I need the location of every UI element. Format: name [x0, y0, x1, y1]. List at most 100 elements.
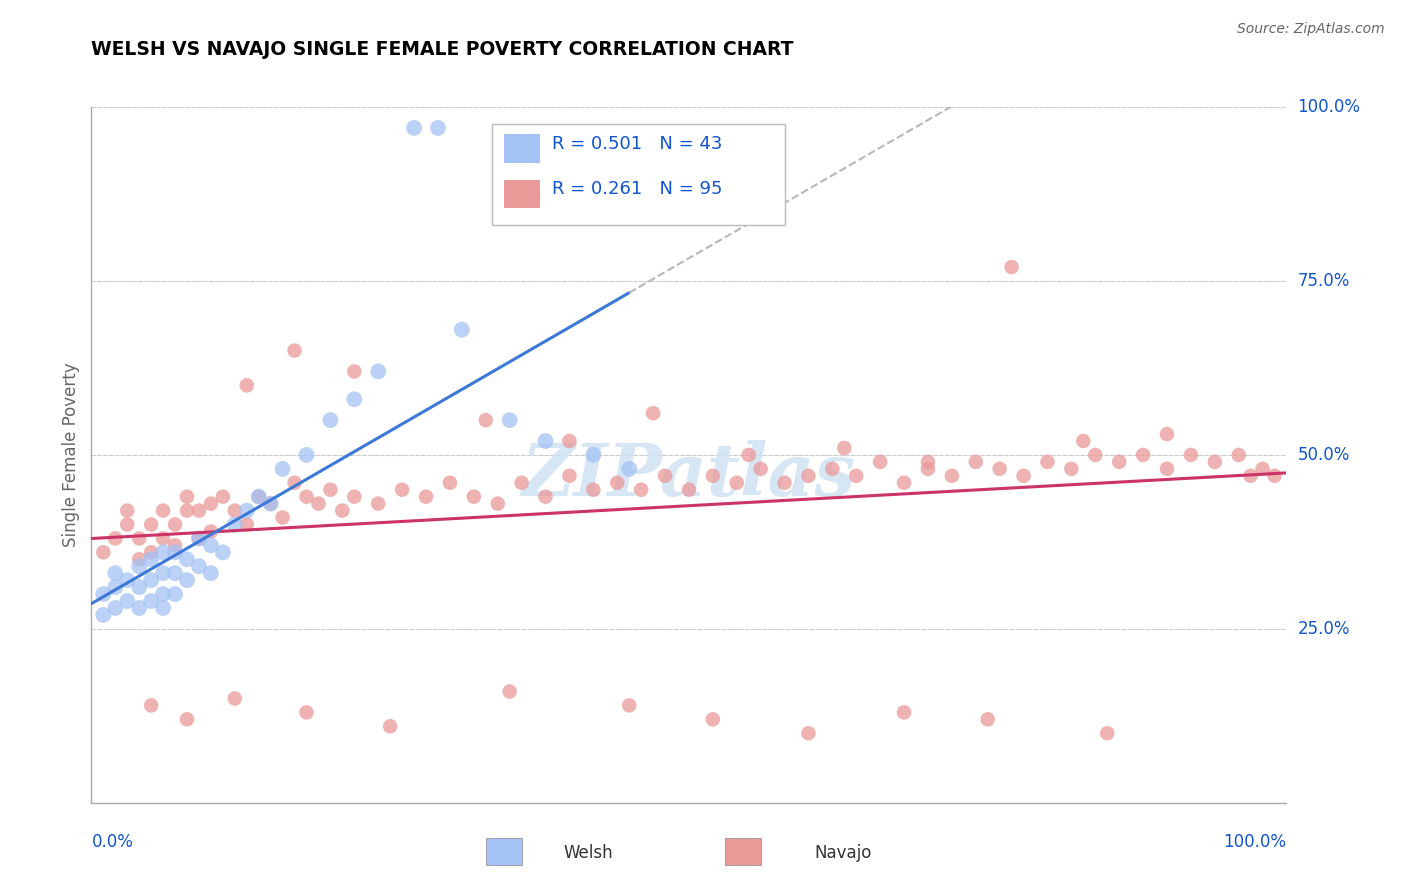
- Text: R = 0.501   N = 43: R = 0.501 N = 43: [551, 135, 721, 153]
- Point: [510, 475, 533, 490]
- Point: [295, 706, 318, 720]
- Point: [104, 601, 127, 615]
- Point: [224, 517, 246, 532]
- Point: [1001, 260, 1024, 274]
- Point: [128, 559, 150, 574]
- Point: [152, 587, 174, 601]
- Point: [1156, 427, 1178, 442]
- Point: [152, 532, 174, 546]
- Point: [558, 468, 581, 483]
- Text: Navajo: Navajo: [814, 844, 872, 862]
- Point: [630, 483, 652, 497]
- Point: [1060, 462, 1083, 476]
- Point: [104, 532, 127, 546]
- Point: [773, 475, 796, 490]
- Point: [152, 601, 174, 615]
- Point: [187, 532, 211, 546]
- Point: [1264, 468, 1286, 483]
- Point: [128, 552, 150, 566]
- Point: [917, 455, 939, 469]
- Point: [1036, 455, 1059, 469]
- Point: [463, 490, 485, 504]
- Point: [988, 462, 1011, 476]
- Point: [678, 483, 700, 497]
- Point: [1097, 726, 1119, 740]
- Point: [893, 706, 915, 720]
- Point: [141, 517, 162, 532]
- Point: [271, 510, 294, 524]
- Point: [176, 490, 198, 504]
- Point: [415, 490, 437, 504]
- Point: [1227, 448, 1250, 462]
- Point: [141, 552, 162, 566]
- Point: [702, 712, 724, 726]
- Point: [378, 719, 402, 733]
- Point: [797, 726, 820, 740]
- Point: [224, 503, 246, 517]
- Point: [93, 607, 114, 622]
- Point: [152, 545, 174, 559]
- Text: 75.0%: 75.0%: [1298, 272, 1350, 290]
- Point: [200, 524, 222, 539]
- Point: [1180, 448, 1202, 462]
- Point: [797, 468, 820, 483]
- Point: [821, 462, 844, 476]
- Point: [115, 573, 138, 587]
- Point: [332, 503, 354, 517]
- Point: [259, 497, 281, 511]
- Point: [367, 364, 389, 378]
- Point: [426, 120, 449, 135]
- Point: [917, 462, 939, 476]
- Point: [271, 462, 294, 476]
- Point: [498, 413, 520, 427]
- Point: [163, 538, 186, 552]
- Point: [1132, 448, 1154, 462]
- Point: [152, 503, 174, 517]
- Point: [247, 490, 270, 504]
- Point: [187, 503, 211, 517]
- Point: [976, 712, 998, 726]
- Point: [152, 566, 174, 581]
- Point: [582, 483, 605, 497]
- Point: [128, 532, 150, 546]
- Point: [259, 497, 281, 511]
- Text: 50.0%: 50.0%: [1298, 446, 1350, 464]
- Point: [319, 483, 342, 497]
- FancyBboxPatch shape: [503, 179, 540, 208]
- Point: [104, 566, 127, 581]
- Point: [1012, 468, 1035, 483]
- Point: [307, 497, 329, 511]
- Point: [654, 468, 676, 483]
- Point: [749, 462, 772, 476]
- Text: R = 0.261   N = 95: R = 0.261 N = 95: [551, 180, 723, 198]
- Point: [163, 545, 186, 559]
- Point: [498, 684, 520, 698]
- Point: [163, 517, 186, 532]
- Point: [93, 587, 114, 601]
- Point: [1108, 455, 1130, 469]
- Point: [295, 490, 318, 504]
- Point: [284, 475, 307, 490]
- Point: [404, 120, 426, 135]
- Point: [247, 490, 270, 504]
- Point: [965, 455, 987, 469]
- Point: [176, 573, 198, 587]
- Point: [141, 573, 162, 587]
- Point: [450, 323, 472, 337]
- Point: [141, 594, 162, 608]
- Point: [235, 378, 259, 392]
- Point: [200, 497, 222, 511]
- Point: [641, 406, 664, 420]
- Point: [319, 413, 342, 427]
- Text: Welsh: Welsh: [564, 844, 613, 862]
- Point: [176, 503, 198, 517]
- Point: [702, 468, 724, 483]
- Text: WELSH VS NAVAJO SINGLE FEMALE POVERTY CORRELATION CHART: WELSH VS NAVAJO SINGLE FEMALE POVERTY CO…: [91, 40, 794, 59]
- Point: [869, 455, 891, 469]
- Point: [141, 545, 162, 559]
- Point: [1071, 434, 1094, 448]
- Point: [141, 698, 162, 713]
- FancyBboxPatch shape: [503, 135, 540, 162]
- Point: [439, 475, 461, 490]
- Point: [343, 392, 366, 407]
